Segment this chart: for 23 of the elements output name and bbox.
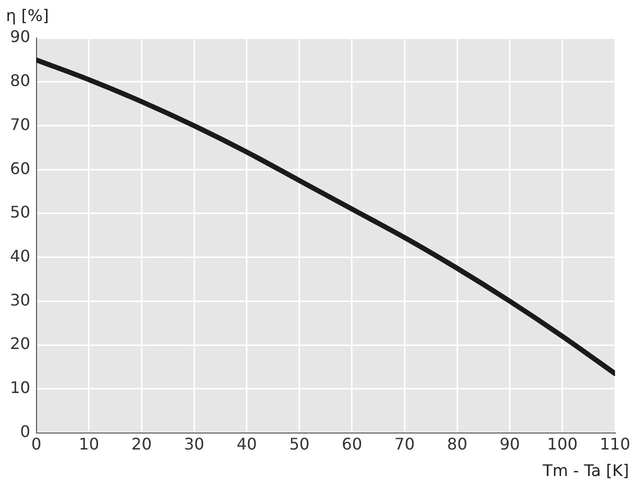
y-tick-label: 30 xyxy=(10,290,30,310)
x-tick-label: 10 xyxy=(78,434,100,454)
x-tick-label: 80 xyxy=(447,434,468,454)
x-tick-label: 40 xyxy=(236,434,257,454)
y-tick-label: 40 xyxy=(10,246,30,266)
y-tick-label: 50 xyxy=(10,202,30,222)
x-tick-label: 70 xyxy=(394,434,415,454)
x-tick-label: 90 xyxy=(500,434,520,454)
y-tick-label: 0 xyxy=(20,422,30,441)
x-tick-label: 30 xyxy=(184,434,204,454)
x-axis-title: Tm - Ta [K] xyxy=(542,461,629,480)
y-tick-label: 10 xyxy=(10,378,30,398)
x-tick-label: 100 xyxy=(547,434,578,454)
y-tick-label: 70 xyxy=(10,114,30,134)
x-tick-label: 50 xyxy=(289,434,310,454)
y-axis-title: η [%] xyxy=(6,6,49,25)
y-tick-label: 20 xyxy=(10,334,30,354)
x-tick-label: 20 xyxy=(131,434,152,454)
y-tick-label: 60 xyxy=(10,158,30,178)
x-tick-label: 60 xyxy=(342,434,362,454)
y-tick-label: 90 xyxy=(10,27,30,46)
y-tick-label: 80 xyxy=(10,71,30,90)
x-tick-label: 110 xyxy=(600,434,630,454)
